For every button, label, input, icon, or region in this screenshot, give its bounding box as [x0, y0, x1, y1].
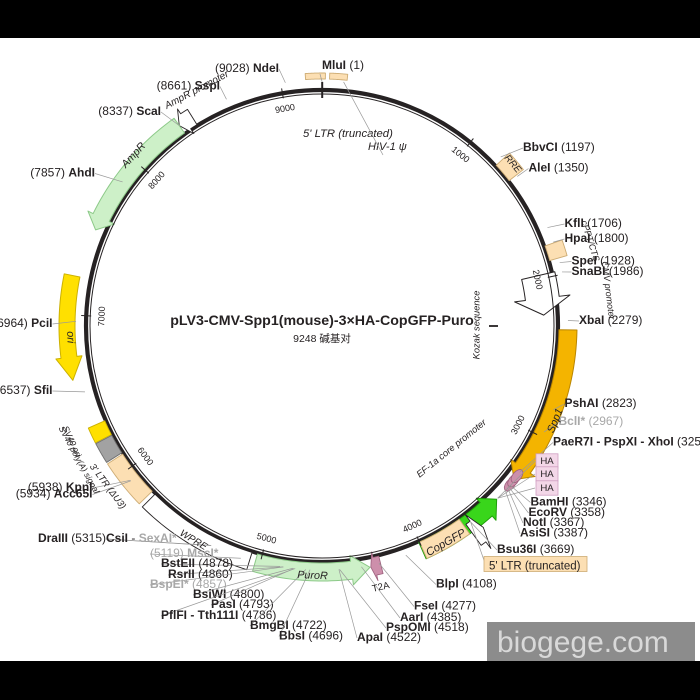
svg-text:HA: HA [540, 469, 554, 480]
svg-text:(5934) Acc65I: (5934) Acc65I [16, 487, 93, 501]
svg-text:biogege.com: biogege.com [497, 626, 669, 659]
svg-text:BbsI (4696): BbsI (4696) [279, 629, 343, 643]
svg-text:BbvCI (1197): BbvCI (1197) [523, 140, 595, 154]
svg-text:CsiI - SexAI*: CsiI - SexAI* [106, 531, 177, 545]
svg-text:(7857) AhdI: (7857) AhdI [30, 166, 95, 180]
svg-text:pLV3-CMV-Spp1(mouse)-3×HA-CopG: pLV3-CMV-Spp1(mouse)-3×HA-CopGFP-Puro [170, 313, 474, 329]
svg-text:FseI (4277): FseI (4277) [414, 599, 476, 613]
svg-text:MluI (1): MluI (1) [322, 58, 364, 72]
svg-text:Bsu36I (3669): Bsu36I (3669) [497, 542, 574, 556]
svg-text:5' LTR (truncated): 5' LTR (truncated) [303, 128, 393, 140]
svg-text:ori: ori [64, 331, 77, 344]
svg-text:PuroR: PuroR [297, 569, 328, 582]
svg-text:AsiSI (3387): AsiSI (3387) [520, 526, 588, 540]
svg-text:DraIII (5315): DraIII (5315) [38, 531, 106, 545]
svg-text:(6964) PciI: (6964) PciI [0, 316, 53, 330]
svg-text:KflI (1706): KflI (1706) [565, 216, 622, 230]
svg-text:HA: HA [540, 456, 554, 467]
svg-text:(8337) ScaI: (8337) ScaI [98, 104, 161, 118]
svg-text:HIV-1 ψ: HIV-1 ψ [368, 141, 407, 153]
svg-text:BclI* (2967): BclI* (2967) [559, 414, 624, 428]
svg-text:PaeR7I - PspXI - XhoI (3250): PaeR7I - PspXI - XhoI (3250) [553, 435, 700, 449]
svg-text:(5119) MscI*: (5119) MscI* [150, 546, 219, 560]
svg-text:HA: HA [540, 483, 554, 494]
svg-text:7000: 7000 [96, 306, 107, 326]
svg-text:9248 碱基对: 9248 碱基对 [293, 332, 351, 345]
svg-text:(6537) SfiI: (6537) SfiI [0, 383, 53, 397]
svg-text:5' LTR (truncated): 5' LTR (truncated) [489, 561, 581, 573]
svg-text:PshAI (2823): PshAI (2823) [565, 396, 637, 410]
svg-text:AleI (1350): AleI (1350) [529, 161, 589, 175]
svg-text:BlpI (4108): BlpI (4108) [436, 577, 497, 591]
